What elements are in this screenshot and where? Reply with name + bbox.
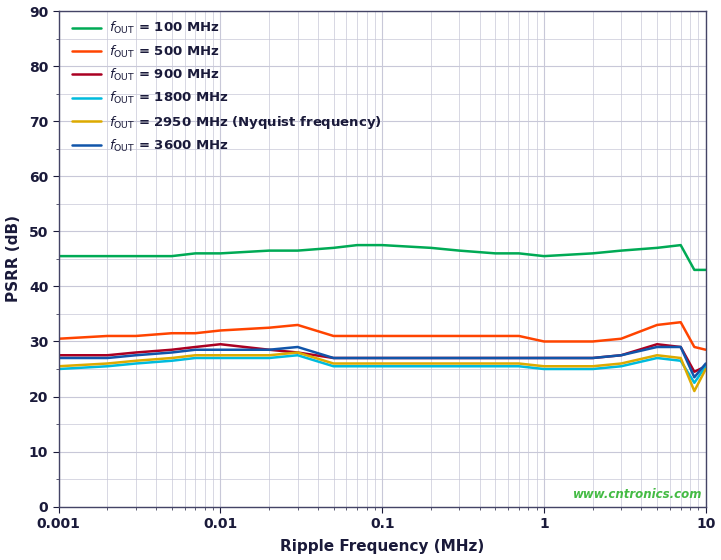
Legend: $f_{\rm OUT}$ = 100 MHz, $f_{\rm OUT}$ = 500 MHz, $f_{\rm OUT}$ = 900 MHz, $f_{\: $f_{\rm OUT}$ = 100 MHz, $f_{\rm OUT}$ =… [72, 20, 381, 154]
X-axis label: Ripple Frequency (MHz): Ripple Frequency (MHz) [280, 539, 485, 554]
Y-axis label: PSRR (dB): PSRR (dB) [6, 216, 21, 302]
Text: www.cntronics.com: www.cntronics.com [573, 488, 702, 501]
